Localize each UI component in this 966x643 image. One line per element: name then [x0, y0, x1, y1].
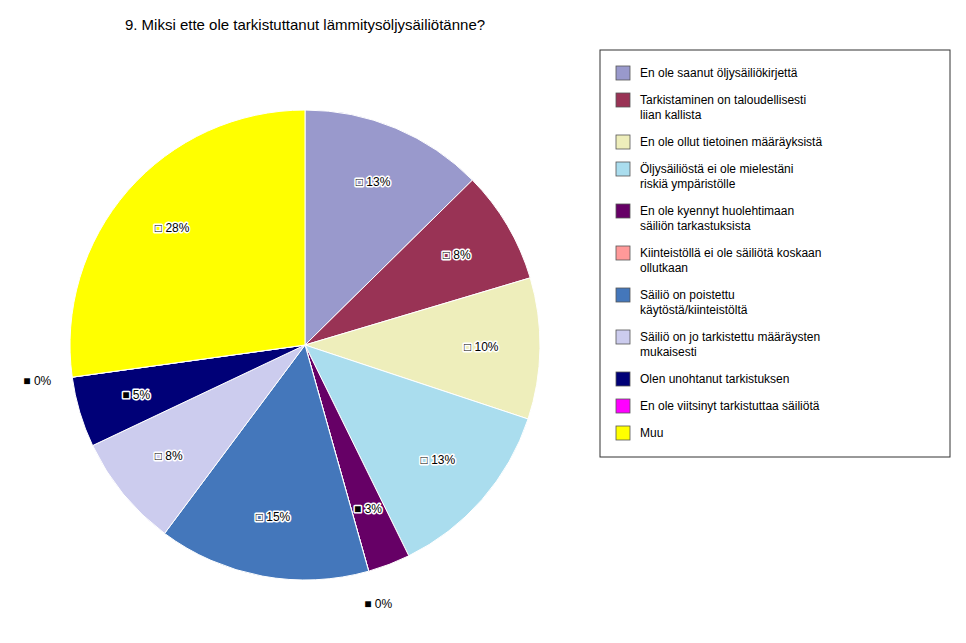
legend-label-line: käytöstä/kiinteistöltä — [640, 303, 748, 317]
data-label: □ 10% — [464, 340, 499, 354]
data-label: □ 13% — [356, 175, 391, 189]
legend-label: Öljysäiliöstä ei ole mielestäniriskiä ym… — [640, 162, 793, 191]
chart-svg: 9. Miksi ette ole tarkistuttanut lämmity… — [0, 0, 966, 643]
legend-swatch — [616, 204, 630, 218]
legend-label: Säiliö on poistettukäytöstä/kiinteistölt… — [640, 288, 748, 317]
legend-item: En ole ollut tietoinen määräyksistä — [616, 135, 822, 149]
legend-label-line: En ole ollut tietoinen määräyksistä — [640, 135, 822, 149]
legend-item: Säiliö on jo tarkistettu määräystenmukai… — [616, 330, 820, 359]
legend-label: En ole viitsinyt tarkistuttaa säiliötä — [640, 399, 820, 413]
legend-label-line: liian kallista — [640, 108, 702, 122]
legend-label-line: säiliön tarkastuksista — [640, 219, 751, 233]
legend-swatch — [616, 330, 630, 344]
legend-item: Tarkistaminen on taloudellisestiliian ka… — [616, 93, 806, 122]
legend-label-line: Olen unohtanut tarkistuksen — [640, 372, 789, 386]
legend-swatch — [616, 246, 630, 260]
legend-label-line: riskiä ympäristölle — [640, 177, 736, 191]
data-label: ■ 0% — [364, 597, 392, 611]
pie-slice — [70, 110, 305, 377]
legend-label-line: Muu — [640, 426, 663, 440]
data-label: ■ 5% — [122, 388, 150, 402]
legend-item: Olen unohtanut tarkistuksen — [616, 372, 789, 386]
legend-label: Muu — [640, 426, 663, 440]
legend-swatch — [616, 93, 630, 107]
legend-item: En ole saanut öljysäiliökirjettä — [616, 66, 798, 80]
legend-label-line: En ole kyennyt huolehtimaan — [640, 204, 794, 218]
legend-label-line: mukaisesti — [640, 345, 697, 359]
data-label: □ 8% — [155, 449, 183, 463]
legend-swatch — [616, 288, 630, 302]
chart-title: 9. Miksi ette ole tarkistuttanut lämmity… — [125, 16, 485, 33]
legend-label: Säiliö on jo tarkistettu määräystenmukai… — [640, 330, 820, 359]
legend-label: Olen unohtanut tarkistuksen — [640, 372, 789, 386]
legend-label-line: Säiliö on poistettu — [640, 288, 735, 302]
legend-label: Kiinteistöllä ei ole säiliötä koskaanoll… — [640, 246, 821, 275]
legend-label-line: Säiliö on jo tarkistettu määräysten — [640, 330, 820, 344]
legend-swatch — [616, 399, 630, 413]
data-label: □ 15% — [256, 510, 291, 524]
data-label: □ 28% — [155, 221, 190, 235]
legend-label-line: Öljysäiliöstä ei ole mielestäni — [640, 162, 793, 176]
data-label: □ 13% — [421, 453, 456, 467]
legend-label: En ole kyennyt huolehtimaansäiliön tarka… — [640, 204, 794, 233]
pie — [70, 110, 540, 580]
legend-item: En ole kyennyt huolehtimaansäiliön tarka… — [616, 204, 794, 233]
legend-label: Tarkistaminen on taloudellisestiliian ka… — [640, 93, 806, 122]
legend-label-line: En ole saanut öljysäiliökirjettä — [640, 66, 798, 80]
legend-swatch — [616, 66, 630, 80]
legend-label: En ole saanut öljysäiliökirjettä — [640, 66, 798, 80]
data-label: □ 8% — [443, 247, 471, 261]
legend-box — [600, 50, 950, 457]
legend: En ole saanut öljysäiliökirjettä Tarkista… — [600, 50, 950, 457]
legend-label-line: En ole viitsinyt tarkistuttaa säiliötä — [640, 399, 820, 413]
legend-item: Säiliö on poistettukäytöstä/kiinteistölt… — [616, 288, 748, 317]
legend-label-line: Kiinteistöllä ei ole säiliötä koskaan — [640, 246, 821, 260]
legend-label: En ole ollut tietoinen määräyksistä — [640, 135, 822, 149]
legend-item: Kiinteistöllä ei ole säiliötä koskaanoll… — [616, 246, 821, 275]
legend-item: En ole viitsinyt tarkistuttaa säiliötä — [616, 399, 820, 413]
legend-swatch — [616, 426, 630, 440]
legend-item: Öljysäiliöstä ei ole mielestäniriskiä ym… — [616, 162, 793, 191]
data-labels: □ 13% □ 8% □ 10% □ 13% ■ 3% ■ 0% □ 15% □ 8% ■ 5%… — [23, 175, 499, 612]
legend-swatch — [616, 135, 630, 149]
legend-swatch — [616, 372, 630, 386]
legend-label-line: ollutkaan — [640, 261, 688, 275]
data-label: ■ 3% — [354, 502, 382, 516]
data-label: ■ 0% — [23, 374, 51, 388]
legend-label-line: Tarkistaminen on taloudellisesti — [640, 93, 806, 107]
legend-swatch — [616, 162, 630, 176]
legend-item: Muu — [616, 426, 663, 440]
